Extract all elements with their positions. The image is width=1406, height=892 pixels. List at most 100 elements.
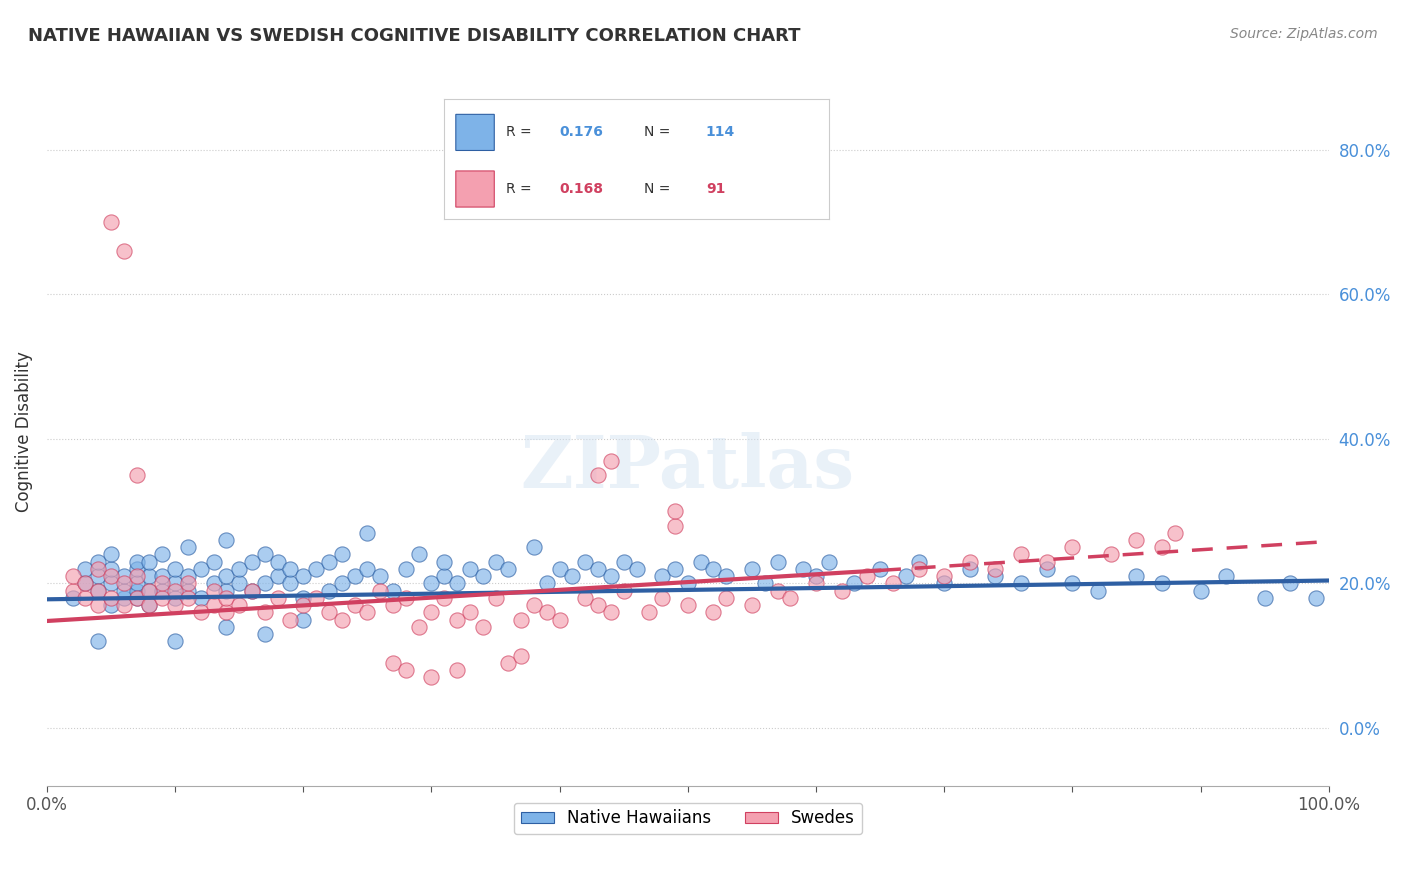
Point xyxy=(100,576,122,591)
Point xyxy=(536,605,558,619)
Point xyxy=(395,591,418,605)
Legend: Native Hawaiians, Swedes: Native Hawaiians, Swedes xyxy=(513,803,862,834)
Point xyxy=(484,555,506,569)
Point xyxy=(702,562,724,576)
Point xyxy=(280,576,302,591)
Point xyxy=(626,562,648,576)
Point xyxy=(112,244,135,258)
Text: NATIVE HAWAIIAN VS SWEDISH COGNITIVE DISABILITY CORRELATION CHART: NATIVE HAWAIIAN VS SWEDISH COGNITIVE DIS… xyxy=(28,27,800,45)
Point xyxy=(484,591,506,605)
Point xyxy=(228,576,250,591)
Point xyxy=(368,583,391,598)
Point xyxy=(280,562,302,576)
Point xyxy=(984,569,1007,583)
Point xyxy=(498,562,520,576)
Point xyxy=(266,591,288,605)
Point xyxy=(1010,548,1032,562)
Point xyxy=(1062,541,1084,555)
Point xyxy=(651,569,673,583)
Point xyxy=(689,555,711,569)
Point xyxy=(458,605,481,619)
Point xyxy=(408,548,430,562)
Point xyxy=(574,591,596,605)
Point xyxy=(716,591,738,605)
Text: Source: ZipAtlas.com: Source: ZipAtlas.com xyxy=(1230,27,1378,41)
Point xyxy=(959,562,981,576)
Point xyxy=(831,583,853,598)
Point xyxy=(408,620,430,634)
Point xyxy=(177,591,200,605)
Point xyxy=(1253,591,1275,605)
Point xyxy=(100,215,122,229)
Point xyxy=(792,562,814,576)
Point xyxy=(125,467,148,482)
Point xyxy=(125,569,148,583)
Point xyxy=(150,583,173,598)
Point xyxy=(112,583,135,598)
Point xyxy=(87,598,110,612)
Point xyxy=(766,555,789,569)
Point xyxy=(190,605,212,619)
Point xyxy=(100,591,122,605)
Point xyxy=(165,562,187,576)
Point xyxy=(420,576,443,591)
Point xyxy=(100,569,122,583)
Point xyxy=(202,598,225,612)
Point xyxy=(165,598,187,612)
Point xyxy=(228,562,250,576)
Point xyxy=(446,663,468,677)
Point xyxy=(138,555,160,569)
Point xyxy=(1305,591,1327,605)
Point xyxy=(125,562,148,576)
Point xyxy=(266,555,288,569)
Point xyxy=(548,613,571,627)
Point xyxy=(125,591,148,605)
Point xyxy=(869,562,891,576)
Point xyxy=(100,548,122,562)
Point xyxy=(240,583,263,598)
Point xyxy=(150,569,173,583)
Point xyxy=(446,613,468,627)
Point xyxy=(1125,569,1147,583)
Point xyxy=(177,541,200,555)
Text: ZIPatlas: ZIPatlas xyxy=(520,432,855,502)
Point xyxy=(253,627,276,641)
Point xyxy=(112,569,135,583)
Point xyxy=(458,562,481,576)
Point xyxy=(356,525,378,540)
Point xyxy=(934,576,956,591)
Point xyxy=(804,576,827,591)
Point xyxy=(1099,548,1122,562)
Point xyxy=(856,569,879,583)
Point xyxy=(75,562,97,576)
Point xyxy=(343,569,366,583)
Point xyxy=(215,620,238,634)
Point xyxy=(600,605,623,619)
Point xyxy=(318,583,340,598)
Point xyxy=(125,591,148,605)
Point xyxy=(741,562,763,576)
Point xyxy=(202,555,225,569)
Point xyxy=(574,555,596,569)
Point xyxy=(934,569,956,583)
Point xyxy=(253,576,276,591)
Point xyxy=(343,598,366,612)
Point xyxy=(112,598,135,612)
Point xyxy=(138,583,160,598)
Point xyxy=(87,562,110,576)
Point xyxy=(87,583,110,598)
Point xyxy=(818,555,841,569)
Point xyxy=(613,555,636,569)
Point xyxy=(228,598,250,612)
Point xyxy=(266,569,288,583)
Point xyxy=(280,613,302,627)
Point xyxy=(548,562,571,576)
Point xyxy=(1152,541,1174,555)
Point xyxy=(523,598,546,612)
Point xyxy=(498,656,520,670)
Point xyxy=(395,663,418,677)
Point xyxy=(1279,576,1302,591)
Y-axis label: Cognitive Disability: Cognitive Disability xyxy=(15,351,32,512)
Point xyxy=(420,670,443,684)
Point xyxy=(586,562,609,576)
